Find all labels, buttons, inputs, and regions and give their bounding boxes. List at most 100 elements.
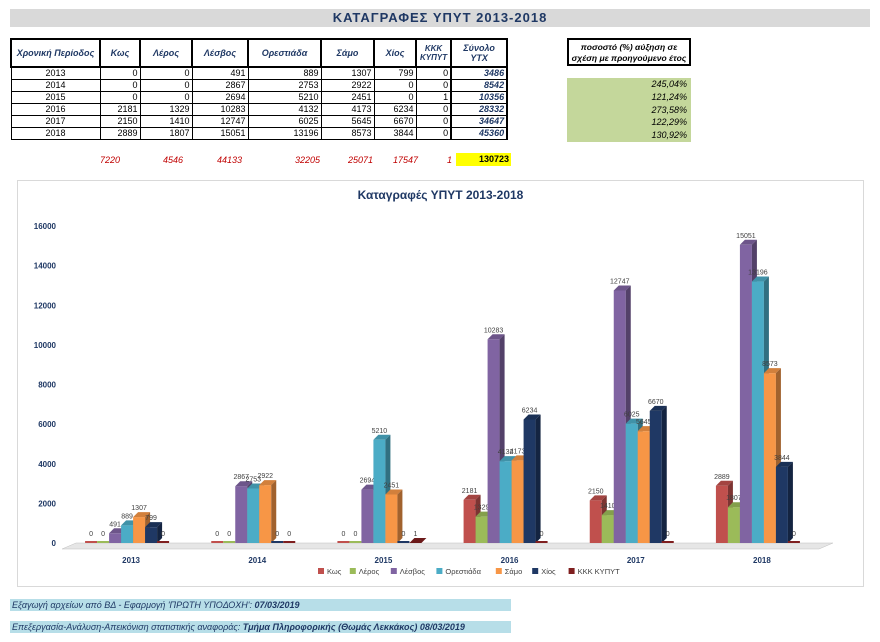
bar <box>787 541 800 543</box>
total-cell: 8542 <box>450 79 509 92</box>
value-cell: 0 <box>415 115 452 128</box>
value-cell: 1410 <box>139 115 193 128</box>
bar <box>223 541 236 543</box>
data-label: 0 <box>275 531 279 538</box>
value-cell: 2150 <box>99 115 141 128</box>
legend-swatch <box>568 568 575 574</box>
bar <box>601 515 614 543</box>
bar <box>157 541 170 543</box>
data-label: 0 <box>666 531 670 538</box>
data-label: 8573 <box>762 361 778 368</box>
data-label: 10283 <box>484 327 504 334</box>
footer-processing-credit: Τμήμα Πληροφορικής (Θωμάς Λεκκάκος) 08/0… <box>242 622 465 632</box>
footer-processing-label: Επεξεργασία-Ανάλυση-Απεικόνιση στατιστικ… <box>12 622 241 632</box>
data-label: 13196 <box>748 270 768 277</box>
data-label: 0 <box>401 531 405 538</box>
total-kkk: 1 <box>446 155 452 165</box>
y-tick-label: 16000 <box>34 222 57 231</box>
value-cell: 12747 <box>191 115 249 128</box>
bar <box>715 485 728 543</box>
y-tick-label: 12000 <box>34 301 57 310</box>
bar-top <box>487 334 505 340</box>
legend-swatch <box>495 568 502 574</box>
data-label: 0 <box>287 531 291 538</box>
y-tick-label: 0 <box>52 539 57 548</box>
legend-swatch <box>532 568 539 574</box>
data-label: 1 <box>413 531 417 538</box>
total-samos: 25071 <box>347 155 373 165</box>
data-label: 2181 <box>462 488 478 495</box>
bar-top <box>715 480 733 486</box>
value-cell: 491 <box>191 66 249 80</box>
data-label: 0 <box>227 531 231 538</box>
growth-value: 122,29% <box>651 117 687 128</box>
bar <box>613 290 626 543</box>
bar-top <box>409 537 427 543</box>
year-cell: 2014 <box>10 79 101 92</box>
bar-top <box>463 494 481 500</box>
value-cell: 889 <box>247 66 322 80</box>
bar <box>751 281 764 543</box>
bar <box>499 461 512 543</box>
bar <box>109 533 122 543</box>
data-label: 15051 <box>736 233 756 240</box>
bar <box>589 500 602 543</box>
bar <box>775 466 788 543</box>
data-label: 0 <box>101 531 105 538</box>
value-cell: 6234 <box>373 103 417 116</box>
value-cell: 13196 <box>247 127 322 140</box>
data-label: 4173 <box>510 448 526 455</box>
legend-label: ΚΚΚ ΚΥΠΥΤ <box>578 567 621 576</box>
bar <box>271 541 284 543</box>
year-cell: 2015 <box>10 91 101 104</box>
data-table: Χρονική Περίοδος Κως Λέρος Λέσβος Ορεστι… <box>10 38 509 140</box>
data-label: 889 <box>121 513 133 520</box>
data-label: 2451 <box>384 482 400 489</box>
bar <box>649 410 662 543</box>
header-leros: Λέρος <box>139 38 193 68</box>
value-cell: 10283 <box>191 103 249 116</box>
footer-export-label: Εξαγωγή αρχείων από ΒΔ - Εφαρμογή 'ΠΡΩΤΗ… <box>12 600 252 610</box>
bar <box>397 541 410 543</box>
bar-side <box>535 414 541 543</box>
bar <box>661 541 674 543</box>
x-tick-label: 2014 <box>248 556 266 565</box>
bar-top <box>235 481 253 487</box>
data-label: 6670 <box>648 399 664 406</box>
year-cell: 2013 <box>10 66 101 80</box>
header-samos: Σάμο <box>320 38 375 68</box>
chart-frame: Καταγραφές ΥΠΥΤ 2013-2018 0 2000 4000 6000 80… <box>17 180 864 587</box>
data-label: 799 <box>145 515 157 522</box>
total-cell: 3486 <box>450 66 509 80</box>
data-label: 0 <box>341 531 345 538</box>
value-cell: 2451 <box>320 91 375 104</box>
bar-top <box>259 480 277 486</box>
value-cell: 5210 <box>247 91 322 104</box>
data-label: 2867 <box>233 474 249 481</box>
bar-side <box>421 537 427 543</box>
table-body: 2013 0 0 491 889 1307 799 0 3486 2014 0 0 2867 2753 29… <box>10 66 509 140</box>
data-label: 1307 <box>131 505 147 512</box>
chart-title: Καταγραφές ΥΠΥΤ 2013-2018 <box>358 188 524 202</box>
value-cell: 0 <box>415 66 452 80</box>
legend-label: Λέσβος <box>400 567 425 576</box>
bar <box>145 527 158 543</box>
bar <box>247 488 260 543</box>
footer-export-date: 07/03/2019 <box>254 600 300 610</box>
data-label: 0 <box>215 531 219 538</box>
growth-value: 245,04% <box>651 79 687 89</box>
legend-label: Χίος <box>541 567 556 576</box>
x-tick-label: 2013 <box>122 556 140 565</box>
data-label: 0 <box>792 531 796 538</box>
table-row: 2018 2889 1807 15051 13196 8573 3844 0 45360 <box>10 127 509 140</box>
growth-value: 130,92% <box>651 130 687 141</box>
total-chios: 17547 <box>392 155 418 165</box>
value-cell: 1 <box>415 91 452 104</box>
table-row: 2015 0 0 2694 5210 2451 0 1 10356 <box>10 91 509 104</box>
total-cell: 10356 <box>450 91 509 104</box>
table-row: 2013 0 0 491 889 1307 799 0 3486 <box>10 66 509 80</box>
legend-swatch <box>436 568 443 574</box>
bar-side <box>271 480 277 543</box>
bar-chart: Καταγραφές ΥΠΥΤ 2013-2018 0 2000 4000 6000 80… <box>34 188 834 576</box>
bar-side <box>397 489 403 543</box>
